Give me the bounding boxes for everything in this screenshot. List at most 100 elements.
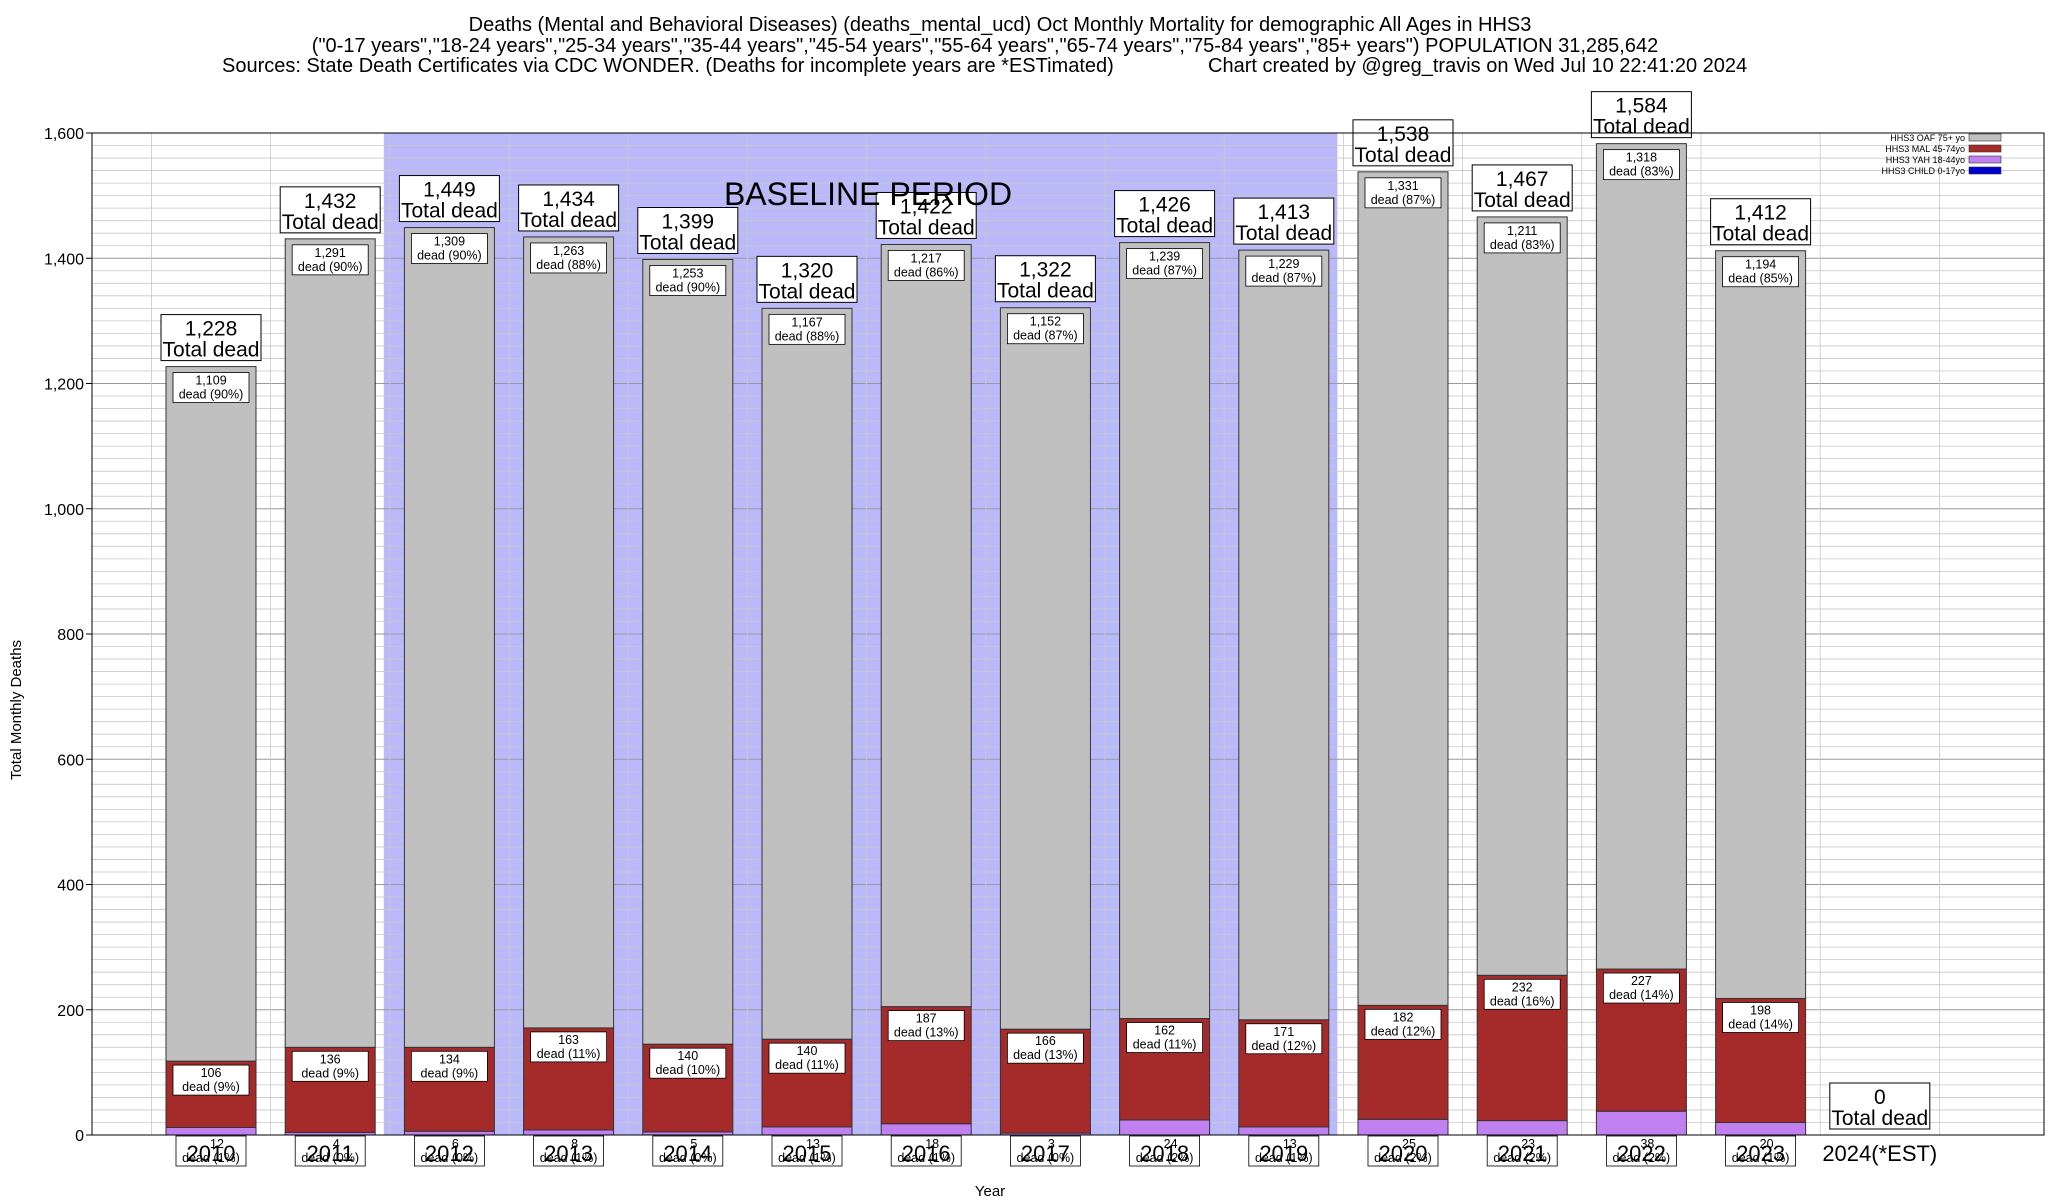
x-tick-label: 2019: [1259, 1141, 1308, 1166]
oaf-label-value: 1,239: [1149, 250, 1180, 264]
mal-label-value: 162: [1154, 1024, 1175, 1038]
yah-label-value: 20: [1760, 1137, 1774, 1151]
yah-label-pct: dead (0%): [301, 1151, 359, 1165]
yah-label-value: 38: [1640, 1137, 1654, 1151]
legend-label: HHS3 CHILD 0-17yo: [1881, 166, 1965, 176]
mal-label-value: 140: [677, 1049, 698, 1063]
yah-label-value: 24: [1164, 1137, 1178, 1151]
y-axis-title: Total Monthly Deaths: [8, 640, 25, 780]
x-tick-label: 2012: [425, 1141, 474, 1166]
bar-segment: [1715, 250, 1807, 999]
bar-segment: [523, 236, 615, 1029]
yah-label-pct: dead (1%): [540, 1151, 598, 1165]
bar-segment: [1357, 171, 1449, 1006]
yah-label-box: [1248, 1135, 1320, 1167]
y-tick-label: 0: [75, 1128, 84, 1145]
mal-label-value: 187: [916, 1012, 937, 1026]
mal-label-box: [1126, 1022, 1203, 1053]
yah-label-pct: dead (1%): [1255, 1151, 1313, 1165]
mal-label-box: [768, 1042, 846, 1074]
bar-segment: [761, 1126, 853, 1136]
mal-label-pct: dead (9%): [421, 1066, 479, 1080]
mal-label-box: [649, 1047, 727, 1079]
y-tick-label: 1,600: [44, 126, 84, 143]
mal-label-value: 140: [797, 1044, 818, 1058]
total-box: [637, 207, 739, 255]
mal-label-pct: dead (9%): [182, 1080, 240, 1094]
total-box: [756, 255, 858, 303]
oaf-label-box: [410, 233, 488, 264]
oaf-label-value: 1,167: [791, 315, 822, 329]
yah-label-value: 3: [1048, 1137, 1055, 1151]
yah-label-value: 18: [925, 1137, 939, 1151]
y-tick-label: 1,200: [44, 377, 84, 394]
total-label: Total dead: [1593, 116, 1690, 139]
oaf-label-box: [1126, 248, 1203, 279]
total-box: [1710, 198, 1812, 246]
bar-segment: [403, 1130, 495, 1136]
total-label: Total dead: [520, 209, 617, 232]
yah-label-pct: dead (1%): [897, 1151, 955, 1165]
mal-label-pct: dead (12%): [1371, 1024, 1436, 1038]
mal-label-pct: dead (16%): [1490, 994, 1555, 1008]
total-label: Total dead: [1235, 222, 1332, 245]
total-label: Total dead: [401, 200, 498, 223]
bar-segment: [523, 1129, 615, 1136]
oaf-label-pct: dead (86%): [894, 265, 959, 279]
total-box: [279, 186, 381, 234]
yah-label-value: 13: [1283, 1137, 1297, 1151]
y-tick-label: 400: [57, 878, 84, 895]
yah-label-box: [413, 1135, 485, 1167]
x-tick-label: 2013: [544, 1141, 593, 1166]
total-box: [398, 175, 500, 223]
bar-segment: [1595, 143, 1687, 970]
total-box: [160, 314, 262, 362]
total-label: Total dead: [1474, 189, 1571, 212]
yah-label-pct: dead (0%): [659, 1151, 717, 1165]
mal-label-box: [1483, 978, 1561, 1010]
bar-segment: [1595, 1110, 1687, 1136]
oaf-label-box: [530, 242, 607, 274]
baseline-period-label: BASELINE PERIOD: [724, 176, 1012, 212]
total-box: [875, 191, 977, 239]
mal-label-box: [530, 1031, 607, 1063]
yah-label-value: 23: [1521, 1137, 1535, 1151]
x-tick-label: 2015: [783, 1141, 832, 1166]
oaf-label-pct: dead (87%): [1013, 329, 1078, 343]
legend-swatch: [1968, 155, 2002, 164]
yah-label-pct: dead (0%): [1017, 1151, 1075, 1165]
mal-label-pct: dead (9%): [301, 1066, 359, 1080]
bar-segment: [1119, 242, 1211, 1020]
mal-label-value: 134: [439, 1052, 460, 1066]
yah-label-value: 6: [452, 1137, 459, 1151]
mal-label-value: 198: [1750, 1003, 1771, 1017]
mal-label-box: [887, 1010, 965, 1042]
total-value: 1,584: [1615, 95, 1668, 118]
oaf-label-box: [768, 313, 846, 345]
yah-label-box: [175, 1135, 247, 1167]
mal-label-box: [1603, 972, 1680, 1004]
bar-segment: [1357, 1118, 1449, 1136]
bar-segment: [880, 1123, 972, 1136]
bar-segment: [165, 366, 257, 1062]
mal-label-value: 171: [1273, 1025, 1294, 1039]
bar-segment: [403, 227, 495, 1048]
mal-label-box: [1364, 1008, 1442, 1040]
total-value: 1,322: [1019, 259, 1072, 282]
yah-label-box: [1725, 1135, 1796, 1167]
oaf-label-pct: dead (85%): [1728, 272, 1793, 286]
oaf-label-box: [1483, 222, 1561, 254]
mal-label-box: [1007, 1032, 1084, 1064]
oaf-label-value: 1,229: [1268, 257, 1299, 271]
oaf-label-value: 1,194: [1745, 258, 1776, 272]
oaf-label-pct: dead (90%): [655, 281, 720, 295]
yah-label-value: 13: [806, 1137, 820, 1151]
total-value: 1,412: [1734, 202, 1787, 225]
chart-sources: Sources: State Death Certificates via CD…: [222, 55, 1114, 77]
oaf-label-box: [1722, 256, 1799, 288]
yah-label-box: [1367, 1135, 1439, 1167]
yah-label-pct: dead (2%): [1493, 1151, 1551, 1165]
yah-label-box: [890, 1135, 962, 1167]
yah-label-value: 8: [571, 1137, 578, 1151]
